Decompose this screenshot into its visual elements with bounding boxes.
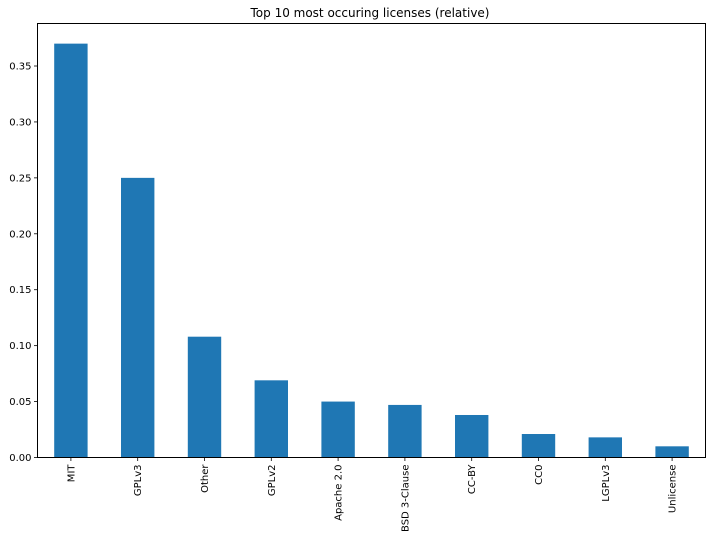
x-tick-label: LGPLv3 — [601, 465, 612, 502]
y-tick-label: 0.25 — [9, 173, 31, 184]
y-tick-label: 0.30 — [9, 117, 31, 128]
bars-group — [54, 43, 689, 458]
x-axis: MIT GPLv3 Other GPLv2 Apache 2.0 BSD 3-Clause… — [66, 457, 679, 532]
bar-cc-by — [455, 414, 489, 458]
x-tick-label: MIT — [66, 464, 77, 483]
x-tick-label: GPLv3 — [133, 465, 144, 497]
y-tick-label: 0.00 — [9, 453, 31, 464]
y-tick-label: 0.15 — [9, 285, 31, 296]
x-tick-label: Unlicense — [668, 465, 679, 514]
x-tick-label: CC0 — [534, 465, 545, 485]
y-tick-label: 0.10 — [9, 341, 31, 352]
x-tick-label: BSD 3-Clause — [400, 465, 411, 532]
x-tick-label: Apache 2.0 — [334, 465, 345, 521]
x-tick-label: CC-BY — [467, 464, 478, 495]
bar-cc0 — [521, 434, 556, 458]
bar-bsd-3-clause — [388, 404, 422, 458]
y-tick-label: 0.20 — [9, 229, 31, 240]
x-tick-label: Other — [200, 464, 211, 493]
plot-frame — [37, 23, 706, 458]
bar-apache-2-0 — [321, 401, 355, 458]
bar-other — [187, 336, 222, 458]
y-axis: 0.00 0.05 0.10 0.15 0.20 0.25 0.30 0.35 — [9, 62, 38, 464]
chart-title: Top 10 most occuring licenses (relative) — [250, 6, 490, 20]
bar-unlicense — [655, 446, 689, 458]
bar-gplv3 — [121, 177, 155, 458]
bar-mit — [54, 43, 88, 458]
y-tick-label: 0.05 — [9, 397, 31, 408]
bar-gplv2 — [254, 380, 288, 458]
bar-lgplv3 — [588, 437, 622, 458]
y-tick-label: 0.35 — [9, 62, 31, 73]
x-tick-label: GPLv2 — [267, 465, 278, 497]
